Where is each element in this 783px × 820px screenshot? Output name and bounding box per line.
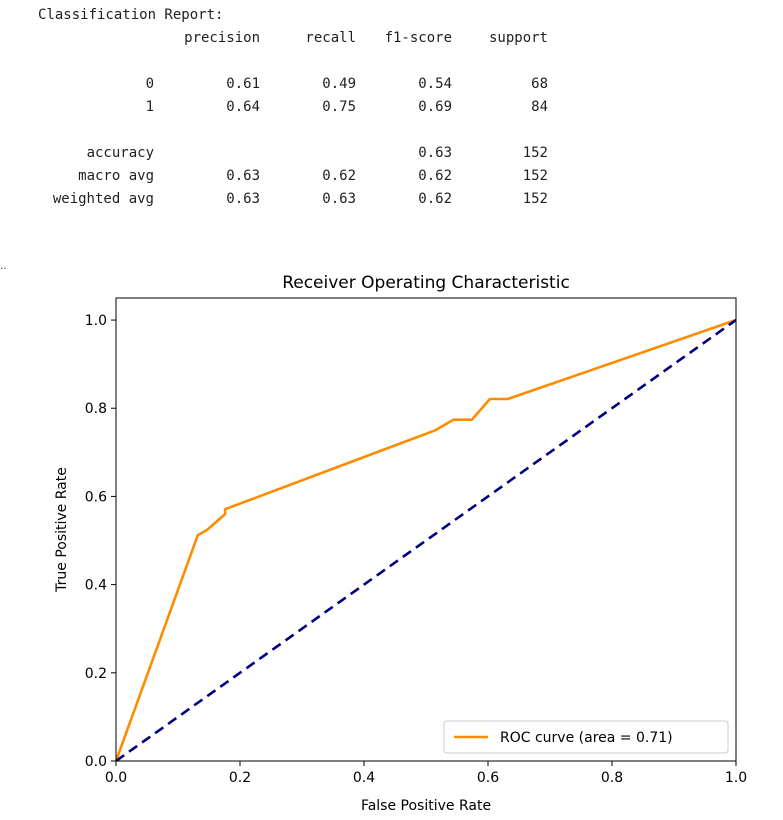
header-spacer — [38, 27, 154, 50]
y-tick-label: 0.6 — [85, 489, 107, 505]
cell-support: 152 — [522, 168, 548, 184]
header-support: support — [488, 30, 548, 46]
y-tick-label: 0.8 — [85, 401, 107, 417]
header-f1-score: f1-score — [384, 30, 452, 46]
chance-diagonal-line — [116, 318, 736, 761]
row-label: macro avg — [78, 168, 154, 184]
cell-support: 152 — [522, 191, 548, 207]
cell-recall: 0.75 — [322, 99, 356, 115]
report-header-row: precision recall f1-score support — [38, 27, 548, 50]
row-label: weighted avg — [52, 191, 154, 207]
roc-curve-line — [116, 318, 736, 761]
y-tick-label: 1.0 — [85, 313, 107, 329]
output-collapse-marker[interactable]: .. — [0, 258, 7, 272]
report-table: precision recall f1-score support 0 0.61… — [38, 27, 548, 211]
y-tick-label: 0.2 — [85, 666, 107, 682]
x-axis-label: False Positive Rate — [361, 798, 491, 814]
cell-support: 84 — [531, 99, 548, 115]
y-tick-label: 0.0 — [85, 754, 107, 770]
cell-precision: 0.63 — [226, 168, 260, 184]
cell-f1: 0.62 — [418, 168, 452, 184]
x-tick-label: 1.0 — [725, 770, 747, 786]
table-row: 1 0.64 0.75 0.69 84 — [38, 96, 548, 119]
legend-box — [443, 720, 729, 754]
y-tick-label: 0.4 — [85, 578, 107, 594]
header-recall: recall — [305, 30, 356, 46]
legend-label: ROC curve (area = 0.71) — [500, 730, 673, 746]
row-label: 0 — [145, 76, 154, 92]
cell-recall: 0.63 — [322, 191, 356, 207]
cell-recall — [260, 142, 356, 165]
x-tick-label: 0.8 — [601, 770, 623, 786]
cell-recall: 0.62 — [322, 168, 356, 184]
header-precision: precision — [184, 30, 260, 46]
plot-frame — [115, 297, 737, 762]
cell-support: 152 — [522, 145, 548, 161]
cell-f1: 0.62 — [418, 191, 452, 207]
chart-title: Receiver Operating Characteristic — [282, 273, 570, 293]
row-label: 1 — [145, 99, 154, 115]
blank-row — [38, 50, 548, 73]
y-axis-label: True Positive Rate — [54, 467, 70, 593]
x-tick-label: 0.2 — [229, 770, 251, 786]
cell-support: 68 — [531, 76, 548, 92]
table-row: accuracy 0.63 152 — [38, 142, 548, 165]
cell-f1: 0.63 — [418, 145, 452, 161]
x-tick-label: 0.0 — [105, 770, 127, 786]
cell-precision: 0.61 — [226, 76, 260, 92]
cell-recall: 0.49 — [322, 76, 356, 92]
roc-chart: Receiver Operating Characteristic 0.0 0.2 0… — [54, 273, 747, 814]
cell-precision — [154, 142, 260, 165]
table-row: 0 0.61 0.49 0.54 68 — [38, 73, 548, 96]
x-tick-label: 0.6 — [477, 770, 499, 786]
report-title: Classification Report: — [38, 7, 224, 23]
cell-f1: 0.69 — [418, 99, 452, 115]
table-row: macro avg 0.63 0.62 0.62 152 — [38, 165, 548, 188]
cell-precision: 0.64 — [226, 99, 260, 115]
table-row: weighted avg 0.63 0.63 0.62 152 — [38, 188, 548, 211]
cell-precision: 0.63 — [226, 191, 260, 207]
cell-f1: 0.54 — [418, 76, 452, 92]
classification-report: Classification Report: precision recall … — [38, 4, 548, 211]
blank-row — [38, 119, 548, 142]
row-label: accuracy — [86, 145, 154, 161]
x-tick-label: 0.4 — [353, 770, 375, 786]
